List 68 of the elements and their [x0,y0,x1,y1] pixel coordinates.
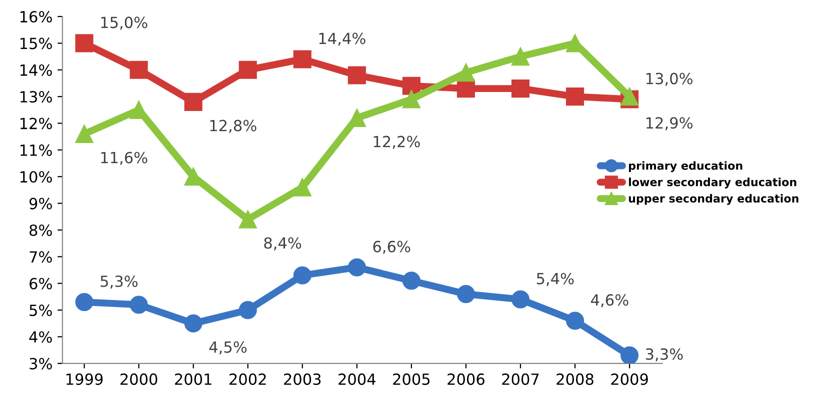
point [456,64,475,82]
data-label: 15,0% [101,16,148,30]
point [238,301,257,320]
y-tick-label: 10% [20,171,52,183]
legend-label: upper secondary education [628,194,798,205]
point [566,88,584,106]
y-tick-label: 3% [30,358,52,370]
point [511,290,530,308]
y-tick-label: 8% [30,224,52,236]
point [184,314,202,332]
data-label: 3,3% [646,348,683,362]
point [402,272,420,290]
y-tick-label: 11% [20,144,52,156]
point [184,92,202,111]
data-label: 6,6% [373,240,410,254]
y-tick-label: 5% [30,304,52,316]
y-tick-label: 4% [29,331,52,343]
x-tick-label: 2005 [393,373,430,385]
point [348,66,366,84]
data-label: 12,2% [374,136,420,149]
y-tick-label: 6% [30,278,52,290]
data-label: 12,9% [646,117,692,130]
data-label: 4,6% [591,294,628,308]
point [566,312,584,330]
data-label: 13,0% [646,72,692,86]
y-tick-label: 16% [20,10,52,23]
point [456,285,475,304]
point [130,296,148,314]
data-label: 14,4% [319,32,366,46]
point [620,346,639,364]
point [293,50,312,68]
point [238,210,257,228]
point [130,60,148,79]
y-tick-label: 14% [20,64,52,76]
point [511,80,530,98]
data-label: 5,4% [536,272,574,286]
data-label: 5,3% [100,275,138,289]
point [402,76,420,95]
x-tick-label: 2004 [338,373,376,385]
x-tick-label: 2008 [556,373,594,385]
data-label: 4,5% [209,341,247,354]
point [293,178,312,196]
y-tick-label: 7% [30,251,52,263]
x-tick-label: 2000 [120,373,158,385]
point [293,266,312,284]
x-tick-label: 2009 [611,373,648,385]
legend-label: lower secondary education [628,178,796,188]
data-label: 12,8% [210,120,256,133]
y-tick-label: 12% [20,118,52,130]
y-tick-label: 15% [20,38,52,50]
data-label: 11,6% [101,152,148,165]
x-tick-label: 2002 [230,373,266,385]
point [511,48,530,66]
x-tick-label: 2003 [284,373,321,385]
point [238,60,257,79]
x-tick-label: 2001 [175,373,212,385]
point [75,293,94,312]
y-tick-label: 13% [20,91,52,103]
point [402,90,420,108]
x-tick-label: 1999 [66,373,103,385]
point [75,34,94,52]
x-tick-label: 2007 [502,373,539,385]
x-tick-label: 2006 [448,373,484,385]
point [75,124,94,143]
legend-label: primary education [628,161,742,172]
point [348,258,366,276]
y-tick-label: 9% [29,198,52,210]
data-label: 8,4% [264,237,302,250]
